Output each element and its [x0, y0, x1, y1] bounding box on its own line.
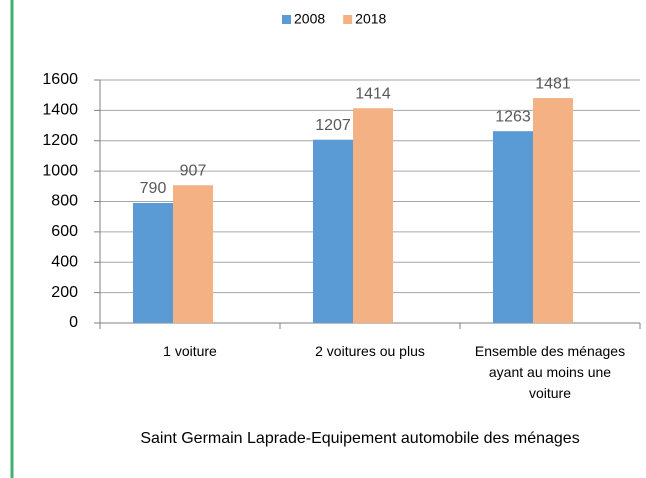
- bar: [173, 185, 213, 323]
- bar: [533, 98, 573, 324]
- legend-label: 2018: [355, 11, 386, 27]
- y-tick-label: 1000: [42, 162, 78, 179]
- y-tick-label: 600: [51, 223, 78, 240]
- y-tick-label: 0: [69, 314, 78, 331]
- legend-swatch: [282, 15, 291, 24]
- data-label: 1207: [315, 117, 351, 134]
- bar: [133, 203, 173, 323]
- data-label: 1263: [495, 108, 531, 125]
- data-label: 907: [180, 162, 207, 179]
- bar: [493, 131, 533, 323]
- y-tick-label: 1600: [42, 71, 78, 88]
- x-tick-label: 1 voiture: [163, 343, 217, 359]
- x-tick-label: Ensemble des ménages ayant au moins une …: [474, 343, 626, 401]
- y-tick-label: 1200: [42, 132, 78, 149]
- data-label: 1481: [535, 75, 571, 92]
- bar: [353, 108, 393, 323]
- data-label: 790: [140, 180, 167, 197]
- y-tick-label: 800: [51, 193, 78, 210]
- data-label: 1414: [355, 85, 391, 102]
- x-tick-label: 2 voitures ou plus: [315, 343, 425, 359]
- y-tick-label: 1400: [42, 102, 78, 119]
- legend-label: 2008: [294, 11, 325, 27]
- y-tick-label: 400: [51, 253, 78, 270]
- y-tick-label: 200: [51, 284, 78, 301]
- bar: [313, 139, 353, 323]
- legend-swatch: [343, 15, 353, 24]
- chart-title: Saint Germain Laprade-Equipement automob…: [140, 430, 580, 447]
